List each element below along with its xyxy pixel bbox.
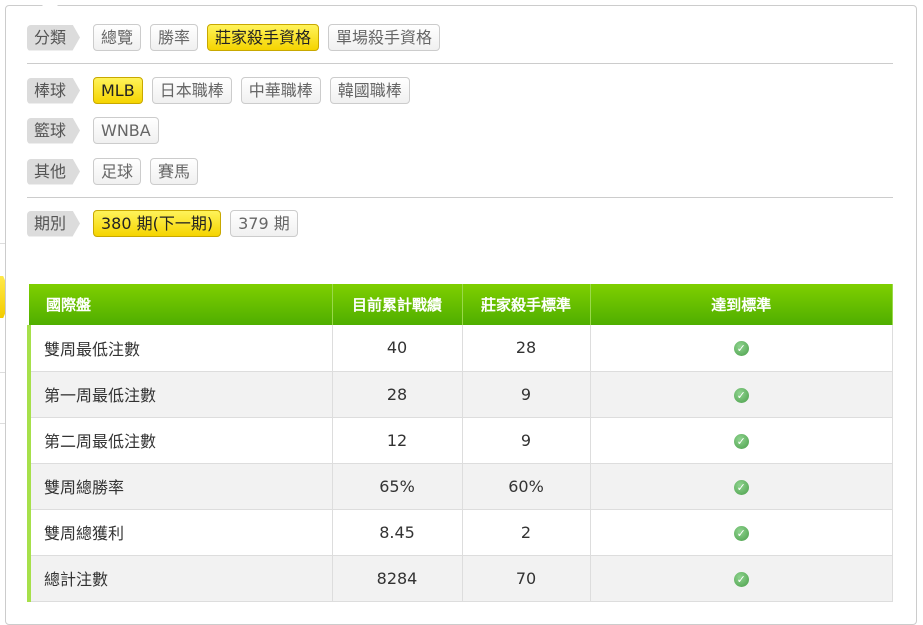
check-circle-icon: ✓ (733, 341, 749, 357)
cell-met: ✓ (590, 371, 893, 418)
qualification-table: 國際盤 目前累計戰績 莊家殺手標準 達到標準 雙周最低注數 40 28 ✓ 第一周最低注… (27, 284, 893, 602)
filter-row: 期別 380 期(下一期) 379 期 (27, 210, 298, 237)
cell-standard: 9 (462, 371, 591, 418)
filter-option[interactable]: MLB (93, 77, 143, 104)
cell-name: 雙周總獲利 (27, 509, 333, 556)
cell-name: 雙周總勝率 (27, 463, 333, 510)
filter-row: 分類 總覽 勝率 莊家殺手資格 單場殺手資格 (27, 24, 441, 51)
filter-option[interactable]: 380 期(下一期) (93, 210, 222, 237)
filter-label: 其他 (27, 158, 80, 185)
cell-name: 第一周最低注數 (27, 371, 333, 418)
check-circle-icon: ✓ (733, 387, 749, 403)
header-current: 目前累計戰績 (332, 284, 463, 325)
cell-standard: 70 (462, 555, 591, 602)
filter-option[interactable]: 總覽 (93, 24, 142, 51)
filter-label: 棒球 (27, 77, 80, 104)
cell-met: ✓ (590, 509, 893, 556)
filter-label: 分類 (27, 24, 80, 51)
table-row: 總計注數 8284 70 ✓ (27, 555, 893, 602)
cell-standard: 28 (462, 325, 591, 372)
cell-met: ✓ (590, 417, 893, 464)
filter-option[interactable]: 賽馬 (150, 158, 199, 185)
check-circle-icon: ✓ (733, 525, 749, 541)
cell-standard: 9 (462, 417, 591, 464)
cell-current: 28 (332, 371, 463, 418)
cell-name: 雙周最低注數 (27, 325, 333, 372)
divider (27, 197, 893, 198)
cell-standard: 60% (462, 463, 591, 510)
divider (0, 423, 8, 424)
filter-option[interactable]: 莊家殺手資格 (207, 24, 320, 51)
check-circle-icon: ✓ (733, 433, 749, 449)
cell-current: 8284 (332, 555, 463, 602)
cell-current: 12 (332, 417, 463, 464)
table-row: 第二周最低注數 12 9 ✓ (27, 417, 893, 464)
table-row: 雙周總勝率 65% 60% ✓ (27, 463, 893, 510)
header-met: 達到標準 (590, 284, 893, 325)
table-row: 雙周最低注數 40 28 ✓ (27, 325, 893, 372)
cell-current: 40 (332, 325, 463, 372)
divider (27, 63, 893, 64)
filter-row: 籃球 WNBA (27, 117, 159, 144)
cell-current: 8.45 (332, 509, 463, 556)
header-standard: 莊家殺手標準 (462, 284, 591, 325)
table-row: 雙周總獲利 8.45 2 ✓ (27, 509, 893, 556)
header-market: 國際盤 (29, 284, 333, 325)
cell-name: 第二周最低注數 (27, 417, 333, 464)
table-header: 國際盤 目前累計戰績 莊家殺手標準 達到標準 (29, 284, 893, 325)
filter-row: 其他 足球 賽馬 (27, 158, 199, 185)
cell-name: 總計注數 (27, 555, 333, 602)
filter-row: 棒球 MLB 日本職棒 中華職棒 韓國職棒 (27, 77, 410, 104)
divider (0, 243, 8, 244)
panel-notch (42, 5, 58, 13)
check-circle-icon: ✓ (733, 571, 749, 587)
cell-met: ✓ (590, 463, 893, 510)
filter-option[interactable]: 足球 (93, 158, 142, 185)
cell-met: ✓ (590, 325, 893, 372)
filter-option[interactable]: WNBA (93, 117, 159, 144)
filter-option[interactable]: 中華職棒 (240, 77, 321, 104)
divider (0, 372, 8, 373)
cell-met: ✓ (590, 555, 893, 602)
filter-option[interactable]: 379 期 (230, 210, 298, 237)
filter-option[interactable]: 勝率 (150, 24, 199, 51)
check-circle-icon: ✓ (733, 479, 749, 495)
filter-option[interactable]: 韓國職棒 (329, 77, 410, 104)
filter-option[interactable]: 單場殺手資格 (328, 24, 441, 51)
cell-standard: 2 (462, 509, 591, 556)
filter-option[interactable]: 日本職棒 (151, 77, 232, 104)
cell-current: 65% (332, 463, 463, 510)
table-row: 第一周最低注數 28 9 ✓ (27, 371, 893, 418)
filter-label: 期別 (27, 210, 80, 237)
filter-label: 籃球 (27, 117, 80, 144)
